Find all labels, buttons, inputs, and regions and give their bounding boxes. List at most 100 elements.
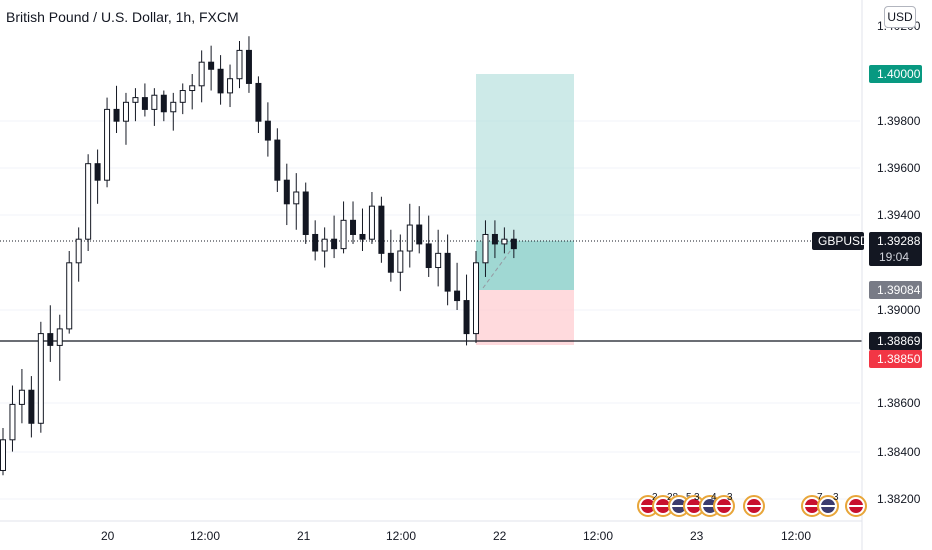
candle <box>274 128 281 192</box>
event-count: 7 <box>817 492 823 503</box>
candle <box>66 251 73 334</box>
candle <box>359 208 366 251</box>
entry-price-label: 1.39084 <box>869 281 922 299</box>
candle <box>283 163 290 226</box>
flag-icon <box>743 495 765 517</box>
candle <box>170 92 177 131</box>
candle <box>473 251 479 344</box>
candle <box>264 102 271 157</box>
position-connector <box>482 242 517 289</box>
flag-icon <box>845 495 867 517</box>
time-tick: 22 <box>493 529 507 543</box>
time-tick: 12:00 <box>190 529 220 543</box>
candle <box>491 220 498 259</box>
economic-events[interactable]: 2 28 5 3 4 3 7 3 <box>637 492 867 517</box>
candle <box>435 229 442 287</box>
candle <box>501 227 508 254</box>
candle <box>37 321 44 433</box>
candle <box>189 74 196 110</box>
candle <box>0 428 6 476</box>
candle <box>255 76 262 133</box>
price-axis[interactable]: 1.40200 1.39800 1.39600 1.39400 1.39000 … <box>877 19 921 506</box>
candle <box>208 45 215 91</box>
event-count: 4 <box>711 492 717 503</box>
svg-text:1.39288: 1.39288 <box>877 234 921 248</box>
candle <box>75 227 82 282</box>
chart-grid <box>0 120 860 500</box>
candle <box>368 192 375 244</box>
candle <box>94 149 101 204</box>
svg-text:1.39084: 1.39084 <box>877 283 921 297</box>
svg-text:1.38869: 1.38869 <box>877 334 921 348</box>
flag-icon <box>637 495 659 517</box>
candle <box>406 203 413 268</box>
candle <box>18 369 25 424</box>
target-price-label: 1.40000 <box>869 65 922 83</box>
candle <box>122 92 129 145</box>
candle <box>293 173 300 230</box>
price-tick: 1.39800 <box>877 114 921 128</box>
flag-icon <box>713 495 735 517</box>
candle <box>227 64 234 108</box>
time-tick: 23 <box>690 529 704 543</box>
event-count: 2 <box>652 492 658 503</box>
candle <box>245 36 252 93</box>
candle <box>340 201 347 254</box>
candle <box>179 83 186 115</box>
flag-icon <box>668 495 690 517</box>
candle <box>160 90 167 122</box>
svg-text:1.40000: 1.40000 <box>877 67 921 81</box>
flag-icon <box>817 495 839 517</box>
candle <box>85 154 92 251</box>
candle <box>321 227 328 268</box>
candle <box>331 215 338 259</box>
svg-text:GBPUSD: GBPUSD <box>818 234 869 248</box>
candle <box>151 88 158 126</box>
candle <box>198 50 205 103</box>
candle <box>482 220 489 277</box>
long-position-loss-zone[interactable] <box>476 290 574 345</box>
candle <box>28 376 35 438</box>
time-tick: 12:00 <box>781 529 811 543</box>
candle <box>510 229 517 259</box>
flag-icon <box>683 495 705 517</box>
candle <box>444 234 451 306</box>
chart-title: British Pound / U.S. Dollar, 1h, FXCM <box>6 9 239 25</box>
candle <box>56 314 63 381</box>
time-axis[interactable]: 20 12:00 21 12:00 22 12:00 23 12:00 <box>101 529 811 543</box>
time-tick: 21 <box>297 529 311 543</box>
candle <box>397 234 404 292</box>
line-price-label: 1.38869 <box>869 332 922 350</box>
symbol-price-label: GBPUSD 1.39288 19:04 <box>812 232 922 266</box>
stop-price-label: 1.38850 <box>869 350 922 368</box>
candle <box>236 40 243 89</box>
candle <box>425 215 432 277</box>
candle <box>132 88 139 122</box>
candle <box>141 83 148 117</box>
svg-text:19:04: 19:04 <box>879 250 909 264</box>
price-tick: 1.38200 <box>877 492 921 506</box>
price-tick: 1.38400 <box>877 445 921 459</box>
flag-icon <box>801 495 823 517</box>
candle <box>350 201 357 244</box>
svg-text:1.38850: 1.38850 <box>877 352 921 366</box>
candle <box>312 220 319 261</box>
event-count: 3 <box>727 492 733 503</box>
event-count: 3 <box>694 492 700 503</box>
time-tick: 20 <box>101 529 115 543</box>
candle <box>378 196 385 263</box>
position-filled-zone <box>476 241 574 290</box>
price-tick: 1.38600 <box>877 396 921 410</box>
candle <box>47 305 54 362</box>
price-tick: 1.39000 <box>877 303 921 317</box>
candle <box>104 97 111 188</box>
candle <box>463 274 470 346</box>
candle <box>302 182 309 244</box>
candle <box>217 55 224 105</box>
candle <box>9 385 16 452</box>
time-tick: 12:00 <box>386 529 416 543</box>
currency-button[interactable]: USD <box>884 6 916 28</box>
long-position-profit-zone[interactable] <box>476 74 574 290</box>
candlestick-series <box>0 36 517 476</box>
